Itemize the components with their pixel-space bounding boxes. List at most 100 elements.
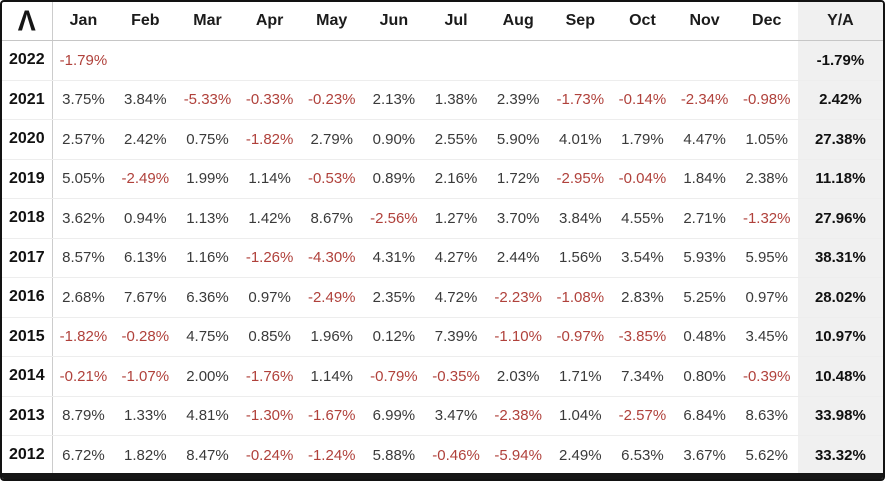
return-cell-2019-mar: 1.99% bbox=[176, 159, 239, 199]
return-cell-2018-dec: -1.32% bbox=[735, 198, 798, 239]
return-cell-2017-jan: 8.57% bbox=[52, 238, 115, 278]
return-cell-2016-aug: -2.23% bbox=[487, 277, 550, 318]
annual-return-cell-2020: 27.38% bbox=[797, 119, 883, 160]
return-cell-2014-oct: 7.34% bbox=[611, 356, 674, 397]
return-cell-2016-jan: 2.68% bbox=[52, 277, 115, 318]
return-cell-2017-may: -4.30% bbox=[300, 238, 363, 278]
return-cell-2014-aug: 2.03% bbox=[487, 356, 550, 397]
year-label: 2022 bbox=[2, 40, 53, 81]
return-cell-2016-jun: 2.35% bbox=[362, 277, 425, 318]
return-cell-2014-apr: -1.76% bbox=[238, 356, 301, 397]
return-cell-2015-jun: 0.12% bbox=[362, 317, 425, 357]
return-cell-2020-mar: 0.75% bbox=[176, 119, 239, 160]
return-cell-2019-jan: 5.05% bbox=[52, 159, 115, 199]
return-cell-2015-dec: 3.45% bbox=[735, 317, 798, 357]
return-cell-2013-feb: 1.33% bbox=[114, 396, 177, 436]
table-row-2018: 2018 3.62% 0.94% 1.13% 1.42% 8.67% -2.56% 1.27%… bbox=[2, 198, 883, 239]
return-cell-2013-apr: -1.30% bbox=[238, 396, 301, 436]
return-cell-2020-feb: 2.42% bbox=[114, 119, 177, 160]
return-cell-2020-jan: 2.57% bbox=[52, 119, 115, 160]
year-label: 2016 bbox=[2, 277, 53, 318]
return-cell-2022-jan: -1.79% bbox=[52, 40, 115, 81]
month-header-sep: Sep bbox=[549, 2, 612, 41]
return-cell-2021-jan: 3.75% bbox=[52, 80, 115, 120]
annual-return-cell-2022: -1.79% bbox=[797, 40, 883, 81]
year-label: 2012 bbox=[2, 435, 53, 475]
return-cell-2017-dec: 5.95% bbox=[735, 238, 798, 278]
return-cell-2019-jul: 2.16% bbox=[424, 159, 488, 199]
return-cell-2021-sep: -1.73% bbox=[549, 80, 612, 120]
return-cell-2021-aug: 2.39% bbox=[487, 80, 550, 120]
return-cell-2021-jun: 2.13% bbox=[362, 80, 425, 120]
month-header-jan: Jan bbox=[52, 2, 115, 41]
return-cell-2018-aug: 3.70% bbox=[487, 198, 550, 239]
return-cell-2012-apr: -0.24% bbox=[245, 446, 294, 464]
year-label: 2017 bbox=[2, 238, 53, 278]
return-cell-2012-mar: 8.47% bbox=[186, 446, 229, 464]
return-cell-2019-aug: 1.72% bbox=[487, 159, 550, 199]
return-cell-2020-aug: 5.90% bbox=[487, 119, 550, 160]
return-cell-2018-may: 8.67% bbox=[300, 198, 363, 239]
return-cell-2016-nov: 5.25% bbox=[673, 277, 736, 318]
return-cell-2013-nov: 6.84% bbox=[673, 396, 736, 436]
annual-return-cell-2012: 33.32% bbox=[797, 435, 883, 475]
return-cell-2018-jul: 1.27% bbox=[424, 198, 488, 239]
return-cell-2015-aug: -1.10% bbox=[487, 317, 550, 357]
return-cell-2021-mar: -5.33% bbox=[176, 80, 239, 120]
return-cell-2012-nov: 3.67% bbox=[683, 446, 726, 464]
return-cell-2021-may: -0.23% bbox=[300, 80, 363, 120]
month-header-feb: Feb bbox=[114, 2, 177, 41]
return-cell-2015-nov: 0.48% bbox=[673, 317, 736, 357]
return-cell-2013-oct: -2.57% bbox=[611, 396, 674, 436]
return-cell-2012-feb: 1.82% bbox=[124, 446, 167, 464]
return-cell-2018-apr: 1.42% bbox=[238, 198, 301, 239]
return-cell-2022-feb bbox=[114, 40, 177, 81]
return-cell-2012-may: -1.24% bbox=[307, 446, 356, 464]
return-cell-2020-jul: 2.55% bbox=[424, 119, 488, 160]
return-cell-2014-nov: 0.80% bbox=[673, 356, 736, 397]
return-cell-2012-dec: 5.62% bbox=[745, 446, 788, 464]
return-cell-2016-oct: 2.83% bbox=[611, 277, 674, 318]
return-cell-2014-jun: -0.79% bbox=[362, 356, 425, 397]
table-row-2012: 2012 6.72% 1.82% 8.47% -0.24% -1.24% 5.88% -0.4… bbox=[2, 435, 883, 475]
return-cell-2020-sep: 4.01% bbox=[549, 119, 612, 160]
return-cell-2022-jun bbox=[362, 40, 425, 81]
return-cell-2013-jun: 6.99% bbox=[362, 396, 425, 436]
table-row-2016: 2016 2.68% 7.67% 6.36% 0.97% -2.49% 2.35% 4.72%… bbox=[2, 277, 883, 318]
return-cell-2017-apr: -1.26% bbox=[238, 238, 301, 278]
return-cell-2021-oct: -0.14% bbox=[611, 80, 674, 120]
annual-return-cell-2021: 2.42% bbox=[797, 80, 883, 120]
table-row-2017: 2017 8.57% 6.13% 1.16% -1.26% -4.30% 4.31% 4.27… bbox=[2, 238, 883, 278]
return-cell-2017-oct: 3.54% bbox=[611, 238, 674, 278]
return-cell-2020-apr: -1.82% bbox=[238, 119, 301, 160]
return-cell-2020-may: 2.79% bbox=[300, 119, 363, 160]
return-cell-2017-sep: 1.56% bbox=[549, 238, 612, 278]
return-cell-2018-mar: 1.13% bbox=[176, 198, 239, 239]
return-cell-2017-mar: 1.16% bbox=[176, 238, 239, 278]
return-cell-2021-feb: 3.84% bbox=[114, 80, 177, 120]
return-cell-2015-oct: -3.85% bbox=[611, 317, 674, 357]
table-row-2021: 2021 3.75% 3.84% -5.33% -0.33% -0.23% 2.13% 1.3… bbox=[2, 80, 883, 120]
horizontal-scrollbar[interactable] bbox=[2, 473, 883, 479]
return-cell-2013-jan: 8.79% bbox=[52, 396, 115, 436]
table-row-2022: 2022 -1.79% -1.79% bbox=[2, 40, 883, 81]
annual-return-cell-2014: 10.48% bbox=[797, 356, 883, 397]
year-label: 2020 bbox=[2, 119, 53, 160]
returns-table: Λ Jan Feb Mar Apr May Jun Jul Aug Sep Oct Nov Dec Y/… bbox=[2, 2, 883, 475]
return-cell-2012-jun: 5.88% bbox=[372, 446, 416, 464]
return-cell-2019-dec: 2.38% bbox=[735, 159, 798, 199]
year-label: 2021 bbox=[2, 80, 53, 120]
return-cell-2017-nov: 5.93% bbox=[673, 238, 736, 278]
month-header-jul: Jul bbox=[424, 2, 488, 41]
return-cell-2012-jul: -0.46% bbox=[432, 446, 480, 464]
year-label: 2018 bbox=[2, 198, 53, 239]
return-cell-2022-aug bbox=[487, 40, 550, 81]
month-header-nov: Nov bbox=[673, 2, 736, 41]
brand-logo-icon: Λ bbox=[17, 5, 36, 37]
return-cell-2022-sep bbox=[549, 40, 612, 81]
return-cell-2015-apr: 0.85% bbox=[238, 317, 301, 357]
return-cell-2017-jun: 4.31% bbox=[362, 238, 425, 278]
return-cell-2015-jan: -1.82% bbox=[52, 317, 115, 357]
year-label: 2015 bbox=[2, 317, 53, 357]
